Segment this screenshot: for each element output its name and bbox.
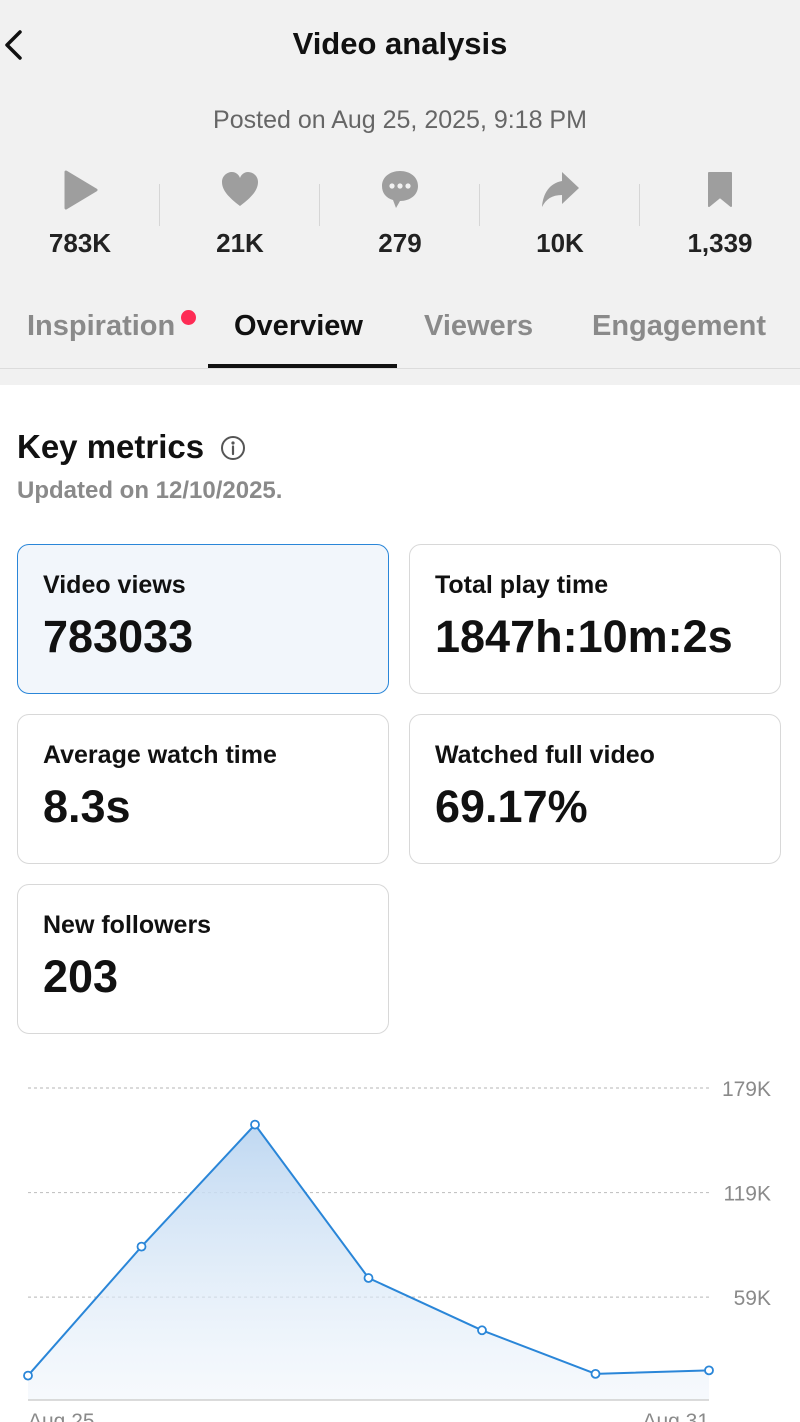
y-tick-label: 59K: [734, 1287, 771, 1310]
area-fill: [28, 1124, 709, 1400]
stat-likes: 21K: [160, 168, 320, 268]
tab-divider: [0, 368, 800, 369]
stat-divider: [159, 184, 160, 226]
play-icon: [64, 170, 98, 210]
heart-icon: [222, 172, 258, 206]
views-line-chart[interactable]: 59K 119K 179K Aug 25 Aug 31: [0, 1050, 800, 1422]
stat-views-value: 783K: [48, 228, 112, 258]
active-tab-indicator: [208, 364, 397, 368]
y-tick-label: 179K: [722, 1078, 771, 1101]
stat-divider: [319, 184, 320, 226]
stat-saves-value: 1,339: [687, 228, 753, 258]
section-heading: Key metrics: [17, 428, 205, 465]
data-point: [477, 1325, 487, 1336]
stat-divider: [479, 184, 480, 226]
data-point: [590, 1368, 601, 1379]
x-tick-label: Aug 25: [28, 1410, 95, 1422]
y-tick-label: 119K: [724, 1183, 772, 1206]
data-point: [136, 1241, 147, 1252]
comment-icon: [382, 171, 418, 208]
stat-views: 783K: [0, 168, 160, 268]
metric-card-video-views[interactable]: Video views 783033: [17, 544, 389, 694]
stat-likes-value: 21K: [216, 228, 264, 258]
stat-comments-value: 279: [378, 228, 422, 258]
metric-value: 69.17%: [435, 781, 588, 832]
metric-value: 203: [43, 951, 119, 1002]
bookmark-icon: [708, 172, 732, 207]
stat-shares-value: 10K: [536, 228, 584, 258]
metric-card-total-play-time[interactable]: Total play time 1847h:10m:2s: [409, 544, 781, 694]
tab-engagement[interactable]: Engagement: [592, 310, 767, 342]
data-point: [250, 1119, 260, 1130]
metric-label: New followers: [43, 911, 212, 939]
stat-comments: 279: [320, 168, 480, 268]
back-arrow-icon[interactable]: [0, 22, 40, 68]
stat-saves: 1,339: [640, 168, 800, 268]
metric-value: 8.3s: [43, 781, 131, 832]
x-tick-label: Aug 31: [642, 1410, 709, 1422]
metric-label: Video views: [43, 571, 186, 599]
stat-shares: 10K: [480, 168, 640, 268]
tab-overview[interactable]: Overview: [234, 310, 363, 342]
metric-card-average-watch-time[interactable]: Average watch time 8.3s: [17, 714, 389, 864]
updated-date: Updated on 12/10/2025.: [17, 477, 283, 504]
data-point: [704, 1365, 714, 1376]
stat-divider: [639, 184, 640, 226]
info-icon[interactable]: [220, 435, 246, 461]
metric-value: 783033: [43, 611, 194, 662]
tab-viewers[interactable]: Viewers: [424, 310, 534, 342]
metric-label: Total play time: [435, 571, 609, 599]
metric-card-watched-full-video[interactable]: Watched full video 69.17%: [409, 714, 781, 864]
metric-label: Average watch time: [43, 741, 277, 769]
notification-dot: [181, 310, 196, 325]
tab-inspiration[interactable]: Inspiration: [27, 310, 176, 342]
page-title: Video analysis: [292, 26, 508, 61]
data-point: [23, 1370, 33, 1381]
metric-card-new-followers[interactable]: New followers 203: [17, 884, 389, 1034]
data-point: [363, 1273, 374, 1283]
metric-value: 1847h:10m:2s: [435, 611, 733, 662]
posted-date: Posted on Aug 25, 2025, 9:18 PM: [213, 106, 587, 134]
share-icon: [542, 172, 579, 207]
metric-label: Watched full video: [435, 741, 655, 769]
